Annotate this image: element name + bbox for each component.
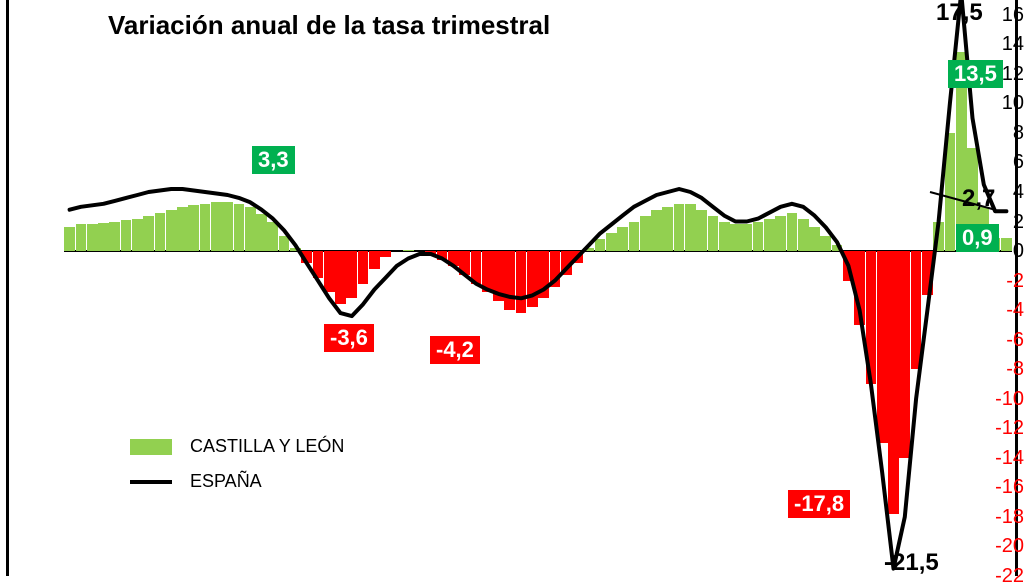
callout-label: 3,3 (252, 146, 295, 174)
callout-label: 0,9 (956, 224, 999, 252)
callout-label: 13,5 (948, 60, 1003, 88)
chart-container: -22-20-18-16-14-12-10-8-6-4-202468101214… (0, 0, 1024, 576)
callout-label: 17,5 (930, 0, 989, 28)
callout-label: 2,7 (956, 184, 1001, 214)
legend-item: CASTILLA Y LEÓN (130, 436, 344, 457)
plot-area: Variación anual de la tasa trimestral CA… (64, 0, 1012, 576)
legend-line-swatch (130, 480, 172, 484)
callout-label: -21,5 (878, 548, 945, 578)
callout-label: -17,8 (788, 490, 850, 518)
legend-swatch (130, 439, 172, 455)
legend-item: ESPAÑA (130, 471, 344, 492)
callout-label: -3,6 (324, 324, 374, 352)
legend-label: ESPAÑA (190, 471, 262, 492)
callout-label: -4,2 (430, 336, 480, 364)
legend-label: CASTILLA Y LEÓN (190, 436, 344, 457)
legend: CASTILLA Y LEÓN ESPAÑA (130, 436, 344, 506)
